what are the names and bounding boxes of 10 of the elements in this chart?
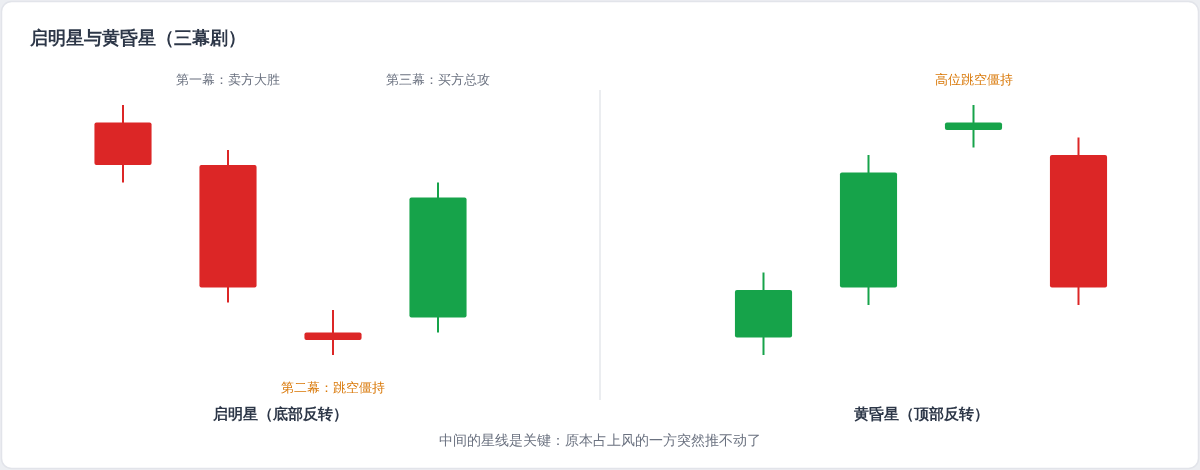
text: 高位跳空僵持 xyxy=(934,72,1013,87)
chart-title: 启明星与黄昏星（三幕剧） xyxy=(29,28,246,48)
text: 第二幕：跳空僵持 xyxy=(281,380,385,395)
text: 第三幕：买方总攻 xyxy=(386,72,490,87)
x-axis-title: 启明星（底部反转） xyxy=(212,405,348,422)
candlestick xyxy=(944,104,1003,149)
x-axis-title: 黄昏星（顶部反转） xyxy=(852,405,989,422)
text: 中间的星线是关键：原本占上风的一方突然推不动了 xyxy=(439,432,761,448)
text: 第一幕：卖方大胜 xyxy=(176,72,280,87)
candlestick xyxy=(304,309,362,356)
